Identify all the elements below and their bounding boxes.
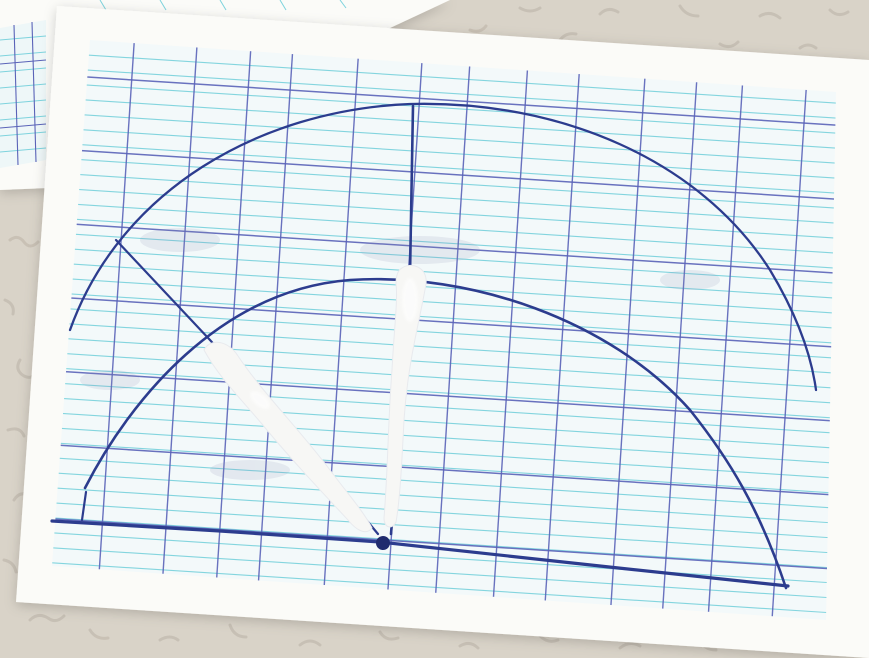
inner-arc-left-foot <box>80 490 88 522</box>
center-point <box>376 536 390 550</box>
graph-grid <box>52 40 836 620</box>
correction-fluid-marks <box>203 264 427 533</box>
inner-arc <box>83 277 788 590</box>
outer-arc <box>68 102 818 392</box>
grid-minor-lines <box>52 51 836 615</box>
correction-mark-vertical <box>383 264 427 528</box>
correction-mark-diagonal <box>203 341 373 533</box>
tabletop-pattern <box>2 4 850 652</box>
